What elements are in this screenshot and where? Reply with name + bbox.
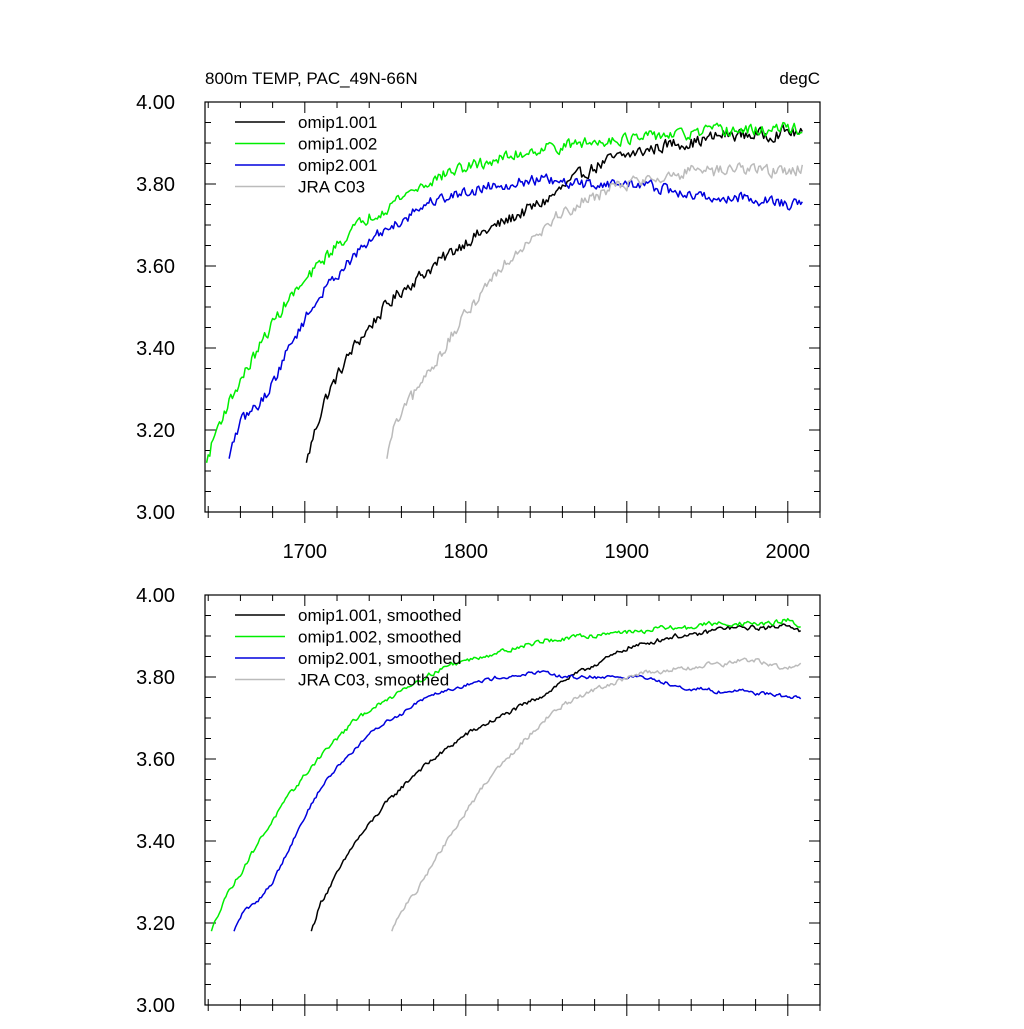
units-label: degC — [779, 69, 820, 88]
legend-label: JRA C03, smoothed — [298, 671, 449, 690]
y-tick-label: 3.20 — [136, 420, 175, 442]
y-tick-label: 3.00 — [136, 995, 175, 1017]
series-line-omip1-001 — [305, 124, 803, 463]
series-line-omip2-001 — [228, 173, 803, 459]
chart-title: 800m TEMP, PAC_49N-66N — [205, 69, 418, 88]
y-tick-label: 3.60 — [136, 749, 175, 771]
series-line-omip2-001-smoothed — [233, 670, 802, 932]
x-tick-label: 2000 — [766, 541, 811, 563]
series-line-omip1-001-smoothed — [310, 623, 802, 932]
series-line-jra-c03 — [386, 162, 804, 459]
legend-label: omip2.001, smoothed — [298, 649, 462, 668]
series-line-jra-c03-smoothed — [391, 657, 802, 932]
legend-label: JRA C03 — [298, 178, 365, 197]
chart-panel-1: 800m TEMP, PAC_49N-66N degC 1700 1800 1900 20… — [136, 69, 821, 563]
y-tick-label: 3.40 — [136, 338, 175, 360]
legend-label: omip2.001 — [298, 156, 377, 175]
y-tick-label: 4.00 — [136, 585, 175, 607]
chart-panel-2: 3.00 3.20 3.40 3.60 3.80 4.00 omip1.001, smoot… — [136, 585, 821, 1017]
x-tick-label: 1700 — [283, 541, 328, 563]
y-tick-label: 3.80 — [136, 174, 175, 196]
y-tick-label: 3.60 — [136, 256, 175, 278]
y-tick-label: 3.00 — [136, 502, 175, 524]
series-line-omip1-002-smoothed — [210, 617, 801, 932]
legend-label: omip1.002, smoothed — [298, 628, 462, 647]
y-tick-label: 4.00 — [136, 92, 175, 114]
series-line-omip1-002 — [205, 121, 803, 463]
y-tick-label: 3.20 — [136, 913, 175, 935]
y-tick-label: 3.80 — [136, 667, 175, 689]
legend-label: omip1.001, smoothed — [298, 606, 462, 625]
x-tick-label: 1900 — [605, 541, 650, 563]
legend-label: omip1.001 — [298, 113, 377, 132]
x-tick-label: 1800 — [444, 541, 489, 563]
legend-label: omip1.002 — [298, 135, 377, 154]
y-tick-label: 3.40 — [136, 831, 175, 853]
